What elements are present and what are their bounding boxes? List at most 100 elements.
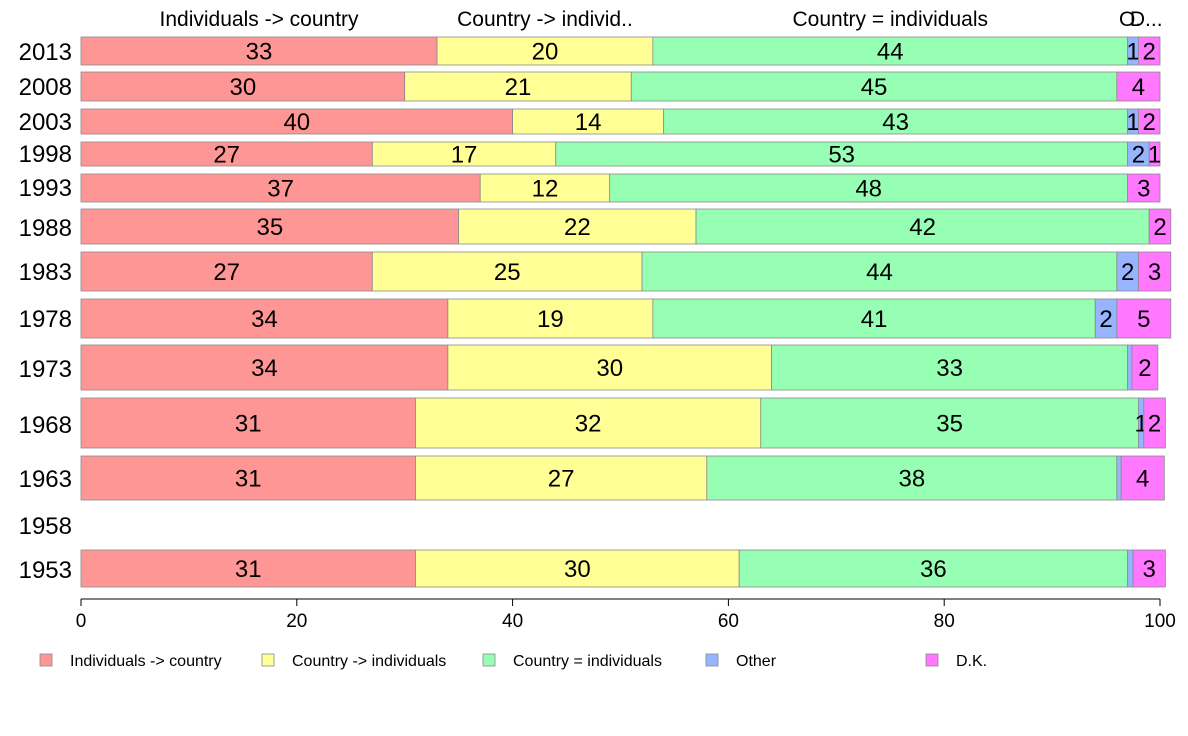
segment-value-label: 35 bbox=[936, 411, 963, 438]
year-label: 2008 bbox=[19, 74, 72, 101]
legend-label: Country -> individuals bbox=[292, 653, 446, 670]
top-series-label: D... bbox=[1130, 8, 1163, 31]
bar-segment bbox=[415, 455, 708, 501]
bar-segment bbox=[80, 397, 416, 449]
segment-value-label: 38 bbox=[898, 466, 925, 493]
segment-value-label: 2 bbox=[1143, 39, 1156, 66]
segment-value-label: 4 bbox=[1132, 74, 1145, 101]
bar-segment bbox=[80, 173, 481, 203]
bar-segment bbox=[1127, 344, 1133, 391]
segment-value-label: 2 bbox=[1121, 259, 1134, 286]
top-series-label: Country -> individ.. bbox=[457, 8, 633, 31]
segment-value-label: 3 bbox=[1143, 556, 1156, 583]
year-axis-labels: 2013 2008 2003 1998 1993 1988 1983 1978 1973 1968… bbox=[19, 39, 72, 584]
top-series-label: Country = individuals bbox=[792, 8, 988, 31]
bar-segment bbox=[80, 455, 416, 501]
bar-segment bbox=[404, 71, 632, 102]
bar-segment bbox=[1138, 108, 1161, 135]
segment-value-label: 30 bbox=[596, 355, 623, 382]
bar-segment bbox=[1148, 141, 1161, 167]
bar-segment bbox=[738, 549, 1129, 588]
legend-label: Individuals -> country bbox=[70, 653, 222, 670]
bar-segment bbox=[1143, 397, 1166, 449]
segment-value-label: 2 bbox=[1148, 411, 1161, 438]
bar-segment bbox=[80, 251, 373, 292]
segment-value-label: 3 bbox=[1137, 176, 1150, 203]
bar-segment bbox=[1116, 455, 1122, 501]
segment-value-label: 1 bbox=[1126, 109, 1139, 136]
segment-value-label: 53 bbox=[828, 142, 855, 169]
bar-segment bbox=[630, 71, 1118, 102]
bar-segment bbox=[447, 344, 772, 391]
segment-value-label: 4 bbox=[1136, 466, 1149, 493]
legend-swatch bbox=[39, 653, 53, 667]
segment-value-label: 25 bbox=[494, 259, 521, 286]
segment-value-label: 42 bbox=[909, 214, 936, 241]
bar-segment bbox=[695, 208, 1150, 245]
segment-value-label: 36 bbox=[920, 556, 947, 583]
year-label: 2003 bbox=[19, 109, 72, 136]
bar-segment bbox=[1138, 251, 1172, 292]
year-label: 1973 bbox=[19, 356, 72, 383]
bar-segment bbox=[1138, 36, 1161, 66]
segment-value-label: 3 bbox=[1148, 259, 1161, 286]
legend-swatch bbox=[925, 653, 939, 667]
year-label: 1963 bbox=[19, 466, 72, 493]
segment-value-label: 41 bbox=[861, 306, 888, 333]
legend-label: Country = individuals bbox=[513, 653, 662, 670]
segment-value-label: 34 bbox=[251, 355, 278, 382]
bar-segment bbox=[1116, 71, 1161, 102]
bar-segment bbox=[436, 36, 654, 66]
bar-segment bbox=[80, 108, 514, 135]
year-label: 1988 bbox=[19, 215, 72, 242]
segment-value-label: 30 bbox=[564, 556, 591, 583]
bar-segment bbox=[479, 173, 611, 203]
segment-value-label: 32 bbox=[575, 411, 602, 438]
segment-value-label: 27 bbox=[213, 142, 240, 169]
bar-segment bbox=[641, 251, 1118, 292]
top-series-labels: Individuals -> country Country -> individ… bbox=[160, 8, 1163, 31]
segment-value-label: 2 bbox=[1132, 142, 1145, 169]
bar-segment bbox=[706, 455, 1118, 501]
x-tick-label: 60 bbox=[718, 611, 739, 632]
bar-segment bbox=[447, 298, 654, 339]
segment-value-label: 21 bbox=[505, 74, 532, 101]
bar-segment bbox=[80, 344, 449, 391]
segment-value-label: 45 bbox=[861, 74, 888, 101]
year-label: 1978 bbox=[19, 306, 72, 333]
bar-segment bbox=[1127, 173, 1161, 203]
x-axis: 0 20 40 60 80 100 bbox=[76, 598, 1176, 632]
x-tick-label: 40 bbox=[502, 611, 523, 632]
x-tick-label: 80 bbox=[934, 611, 955, 632]
segment-value-label: 12 bbox=[532, 176, 559, 203]
x-tick-label: 100 bbox=[1144, 611, 1176, 632]
segment-value-label: 48 bbox=[855, 176, 882, 203]
segment-value-label: 40 bbox=[283, 109, 310, 136]
bar-segment bbox=[512, 108, 665, 135]
bar-segment bbox=[1116, 298, 1172, 339]
bar-segment bbox=[1131, 344, 1159, 391]
bar-segment bbox=[1148, 208, 1172, 245]
segment-value-label: 35 bbox=[256, 214, 283, 241]
segment-value-label: 31 bbox=[235, 411, 262, 438]
year-label: 1958 bbox=[19, 513, 72, 540]
segment-value-label: 27 bbox=[548, 466, 575, 493]
legend: Individuals -> country Country -> individ… bbox=[39, 653, 987, 670]
segment-value-label: 43 bbox=[882, 109, 909, 136]
segment-value-label: 5 bbox=[1137, 306, 1150, 333]
segment-value-label: 22 bbox=[564, 214, 591, 241]
bar-segment bbox=[555, 141, 1129, 167]
bar-segment bbox=[80, 141, 373, 167]
bar-segment bbox=[415, 549, 740, 588]
segment-value-label: 14 bbox=[575, 109, 602, 136]
bar-segment bbox=[415, 397, 762, 449]
segment-value-label: 2 bbox=[1153, 214, 1166, 241]
bar-segment bbox=[1120, 455, 1165, 501]
bar-segment bbox=[771, 344, 1129, 391]
segment-value-label: 31 bbox=[235, 466, 262, 493]
segment-value-label: 1 bbox=[1148, 142, 1161, 169]
segment-value-label: 17 bbox=[451, 142, 478, 169]
year-label: 1968 bbox=[19, 412, 72, 439]
segment-value-label: 37 bbox=[267, 176, 294, 203]
segment-value-label: 33 bbox=[246, 39, 273, 66]
